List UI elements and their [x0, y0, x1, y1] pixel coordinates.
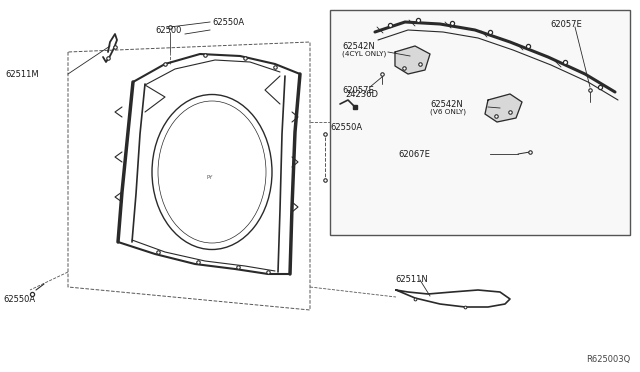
- Text: 24236D: 24236D: [345, 90, 378, 99]
- Text: 62550A: 62550A: [212, 17, 244, 26]
- Text: (4CYL ONLY): (4CYL ONLY): [342, 51, 387, 57]
- Polygon shape: [485, 94, 522, 122]
- Bar: [330, 10, 630, 235]
- Text: 62067E: 62067E: [398, 150, 430, 158]
- Text: 62057E: 62057E: [550, 19, 582, 29]
- Text: PY: PY: [207, 174, 213, 180]
- Text: 62550A: 62550A: [330, 122, 362, 131]
- Text: R625003Q: R625003Q: [586, 355, 630, 364]
- Text: 62550A: 62550A: [3, 295, 35, 304]
- Text: 62542N: 62542N: [342, 42, 375, 51]
- Text: 62542N: 62542N: [430, 99, 463, 109]
- Text: (V6 ONLY): (V6 ONLY): [430, 109, 466, 115]
- Text: 62057E: 62057E: [342, 86, 374, 94]
- Text: 62500: 62500: [155, 26, 181, 35]
- Polygon shape: [395, 46, 430, 74]
- Text: 62511M: 62511M: [5, 70, 38, 78]
- Text: 62511N: 62511N: [395, 275, 428, 283]
